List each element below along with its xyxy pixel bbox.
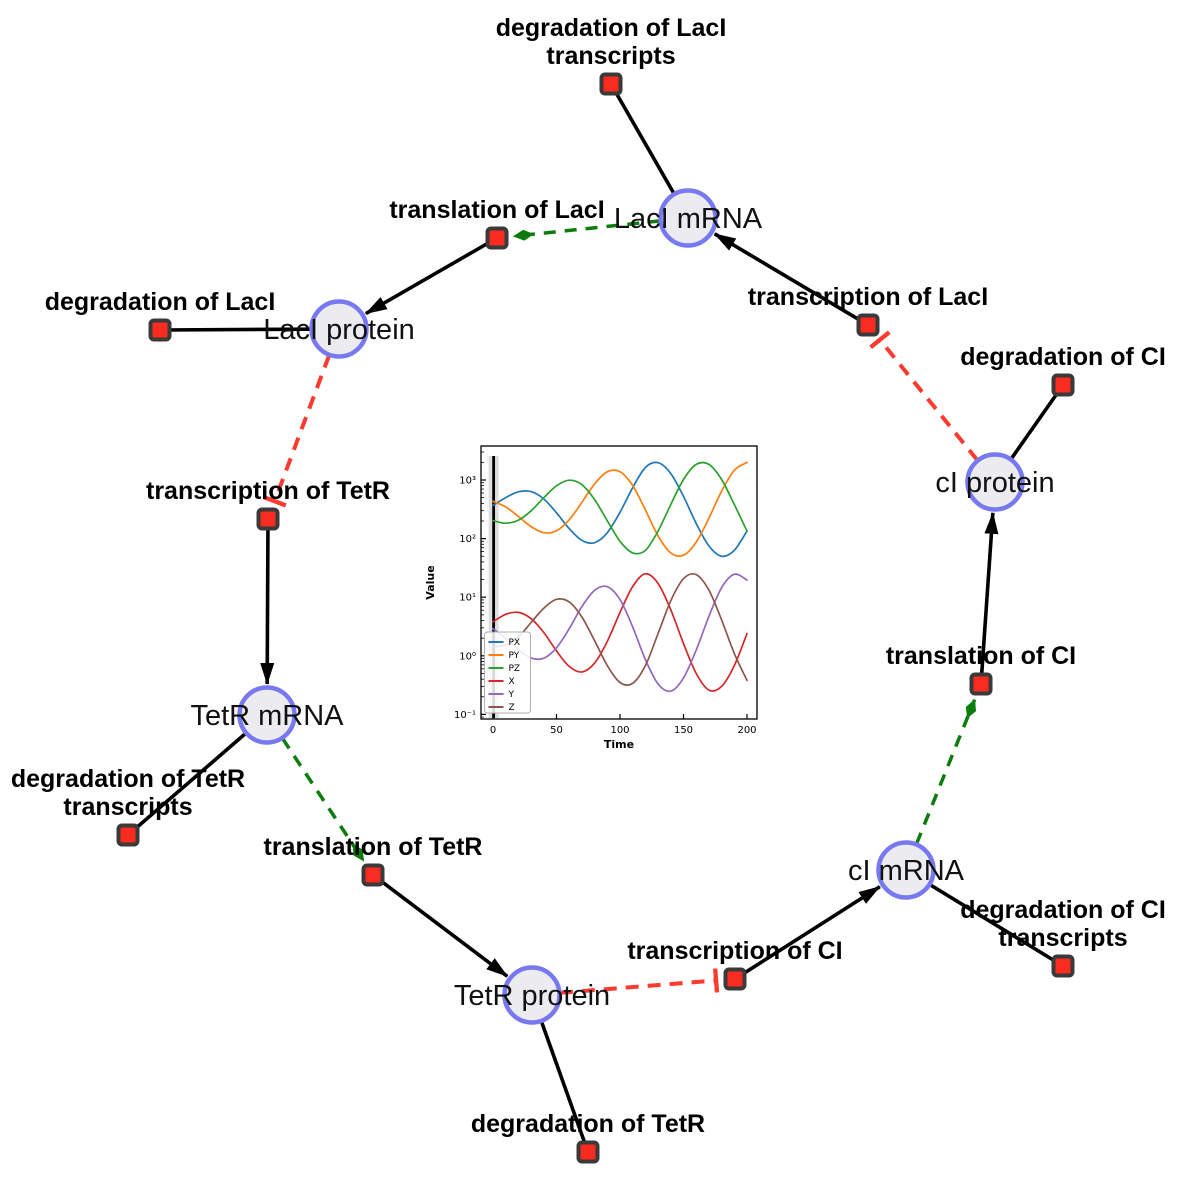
edge-production-tc_ci-ci_mrna <box>735 885 881 980</box>
edge-consumption-tetr_mrna-deg_tetr_tx <box>126 731 247 837</box>
edge-production-tl_ci-ci_protein <box>979 511 999 683</box>
species-label-tetr_mrna: TetR mRNA <box>190 700 344 732</box>
edge-consumption-laci_mrna-deg_laci_tx <box>609 83 676 195</box>
reaction-node-tc_tetr[interactable] <box>256 507 280 531</box>
reaction-node-deg_laci_tx[interactable] <box>599 72 623 96</box>
series-line-Z <box>492 572 748 686</box>
series-line-X <box>492 572 748 692</box>
species-label-ci_protein: cI protein <box>935 467 1054 499</box>
y-tick-label: 10⁰ <box>459 651 476 662</box>
x-tick-label: 50 <box>550 725 563 736</box>
reaction-label-deg_laci_tx: degradation of LacI transcripts <box>496 14 727 70</box>
reaction-node-tl_tetr[interactable] <box>361 863 385 887</box>
reaction-label-tc_ci: transcription of CI <box>627 937 842 965</box>
reaction-node-tl_ci[interactable] <box>969 672 993 696</box>
edge-consumption-ci_protein-deg_ci <box>1009 383 1065 461</box>
edge-inhibition-tetr_protein-tc_ci <box>559 968 720 995</box>
edge-consumption-laci_protein-deg_laci <box>159 327 312 332</box>
series-line-PZ <box>492 461 748 555</box>
reaction-node-deg_tetr_tx[interactable] <box>116 823 140 847</box>
chart-legend: PX PY PZ XYZ <box>484 631 531 714</box>
x-tick-label: 0 <box>490 725 496 736</box>
reaction-label-tl_tetr: translation of TetR <box>264 833 483 861</box>
reaction-node-tc_laci[interactable] <box>856 313 880 337</box>
edge-production-tc_laci-laci_mrna <box>713 232 868 326</box>
reaction-node-tl_laci[interactable] <box>485 226 509 250</box>
species-node-tetr_mrna[interactable] <box>237 685 297 745</box>
legend-label-PX: PX <box>509 638 521 648</box>
edge-modifier-tetr_mrna-tl_tetr <box>281 737 366 862</box>
reaction-label-deg_ci: degradation of CI <box>960 343 1166 371</box>
species-node-tetr_protein[interactable] <box>502 965 562 1025</box>
edge-inhibition-ci_protein-tc_laci <box>869 330 979 462</box>
legend-label-PY: PY <box>509 651 520 661</box>
chart-series <box>492 461 748 693</box>
edge-modifier-ci_mrna-tl_ci <box>914 698 977 845</box>
reaction-label-tc_laci: transcription of LacI <box>748 283 988 311</box>
reaction-label-tl_laci: translation of LacI <box>389 196 604 224</box>
edge-inhibition-laci_protein-tc_tetr <box>262 354 332 508</box>
reaction-node-deg_ci_tx[interactable] <box>1051 954 1075 978</box>
reaction-node-deg_ci[interactable] <box>1051 373 1075 397</box>
reaction-label-tl_ci: translation of CI <box>886 642 1076 670</box>
edges-layer <box>126 83 1065 1153</box>
chart-axes-frame <box>480 445 758 720</box>
edge-consumption-ci_mrna-deg_ci_tx <box>928 883 1064 968</box>
species-node-ci_mrna[interactable] <box>876 840 936 900</box>
legend-label-Y: Y <box>508 690 515 700</box>
species-node-laci_protein[interactable] <box>309 299 369 359</box>
reaction-node-deg_laci[interactable] <box>148 318 172 342</box>
reaction-node-tc_ci[interactable] <box>723 967 747 991</box>
legend-label-PZ: PZ <box>509 664 521 674</box>
reaction-label-deg_ci_tx: degradation of CI transcripts <box>960 896 1166 952</box>
reaction-label-deg_tetr_tx: degradation of TetR transcripts <box>11 765 245 821</box>
y-axis-label: Value <box>424 565 437 599</box>
x-tick-label: 150 <box>674 725 693 736</box>
species-label-tetr_protein: TetR protein <box>454 980 610 1012</box>
legend-label-X: X <box>509 677 515 687</box>
labels-layer: LacI mRNA LacI protein TetR mRNA TetR prote… <box>11 14 1166 1138</box>
species-node-ci_protein[interactable] <box>965 452 1025 512</box>
series-line-PY <box>492 461 748 557</box>
species-label-laci_protein: LacI protein <box>263 314 415 346</box>
edge-modifier-laci_mrna-tl_laci <box>512 219 661 241</box>
reaction-node-deg_tetr[interactable] <box>576 1140 600 1164</box>
edge-production-tl_laci-laci_protein <box>364 237 497 316</box>
species-label-ci_mrna: cI mRNA <box>848 855 965 887</box>
x-tick-label: 100 <box>610 725 629 736</box>
y-tick-label: 10² <box>459 534 476 545</box>
series-line-PX <box>492 461 748 558</box>
legend-box <box>484 631 531 714</box>
legend-label-Z: Z <box>509 703 515 713</box>
y-tick-label: 10³ <box>459 476 476 487</box>
species-nodes-layer <box>237 188 1025 1025</box>
y-tick-label: 10⁻¹ <box>454 710 476 721</box>
reaction-label-deg_tetr: degradation of TetR <box>471 1110 705 1138</box>
reaction-label-tc_tetr: transcription of TetR <box>146 477 390 505</box>
reaction-nodes-layer <box>116 72 1075 1164</box>
edge-consumption-tetr_protein-deg_tetr <box>539 1020 590 1153</box>
x-axis-label: Time <box>604 738 634 751</box>
species-label-laci_mrna: LacI mRNA <box>614 203 763 235</box>
series-line-Y <box>492 573 748 693</box>
edge-production-tl_tetr-tetr_protein <box>373 874 509 978</box>
y-tick-label: 10¹ <box>459 593 476 604</box>
x-tick-label: 200 <box>737 725 756 736</box>
edge-production-tc_tetr-tetr_mrna <box>260 520 275 686</box>
reaction-label-deg_laci: degradation of LacI <box>45 288 276 316</box>
species-node-laci_mrna[interactable] <box>658 188 718 248</box>
